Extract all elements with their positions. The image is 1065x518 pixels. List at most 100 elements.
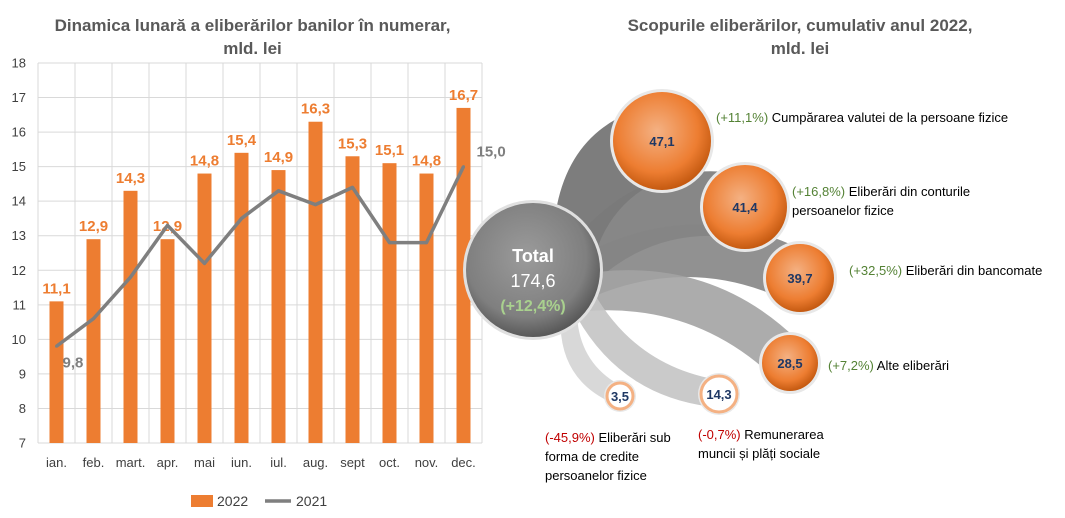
y-tick-label: 13 — [12, 228, 26, 243]
x-tick-label: mai — [194, 455, 215, 470]
y-tick-label: 18 — [12, 56, 26, 71]
x-tick-label: apr. — [157, 455, 179, 470]
x-tick-label: nov. — [415, 455, 439, 470]
bubble-category-label: muncii și plăți sociale — [698, 446, 820, 461]
x-tick-label: feb. — [83, 455, 105, 470]
x-tick-label: aug. — [303, 455, 328, 470]
line-point-2021 — [388, 241, 391, 245]
y-tick-label: 10 — [12, 332, 26, 347]
bar-value-label: 14,9 — [264, 149, 293, 166]
bar-2022 — [382, 163, 397, 443]
bubble-category-label: persoanelor fizice — [545, 468, 647, 483]
bubble-value: 14,3 — [706, 387, 731, 402]
bar-2022 — [308, 121, 323, 444]
connector-ribbon — [577, 292, 728, 407]
bubble-category-label: (+32,5%) Eliberări din bancomate — [849, 263, 1042, 278]
x-tick-label: mart. — [116, 455, 146, 470]
bar-value-label: 14,8 — [190, 153, 219, 170]
y-tick-label: 11 — [13, 297, 27, 312]
left-chart-title: Dinamica lunară a eliberărilor banilor î… — [20, 14, 485, 60]
y-tick-label: 16 — [12, 125, 26, 140]
bar-value-label: 14,3 — [116, 170, 145, 187]
line-point-2021 — [277, 189, 280, 193]
category-bubble — [605, 381, 635, 411]
bar-value-label: 15,4 — [227, 132, 257, 149]
bar-value-label: 14,8 — [412, 153, 441, 170]
total-change: (+12,4%) — [500, 298, 565, 315]
bar-value-label: 16,3 — [301, 101, 330, 118]
bar-2022 — [345, 156, 360, 444]
bubble-category-label: (+11,1%) Cumpărarea valutei de la persoa… — [716, 110, 1008, 125]
line-point-2021 — [351, 185, 354, 189]
y-tick-label: 14 — [12, 194, 26, 209]
y-tick-label: 12 — [12, 263, 26, 278]
bar-value-label: 15,3 — [338, 135, 367, 152]
connector-ribbon — [560, 316, 630, 403]
bar-2022 — [123, 190, 138, 443]
line-point-2021 — [240, 216, 243, 220]
legend-label-2022: 2022 — [217, 493, 248, 509]
bubble-value: 3,5 — [611, 389, 629, 404]
right-chart-title-line1: Scopurile eliberărilor, cumulativ anul 2… — [627, 16, 973, 35]
y-tick-label: 8 — [19, 401, 26, 416]
bar-2022 — [271, 170, 286, 443]
bar-value-label: 15,1 — [375, 142, 404, 159]
bar-value-label: 11,1 — [42, 280, 70, 297]
line-point-2021 — [462, 165, 465, 169]
x-tick-label: dec. — [451, 455, 476, 470]
monthly-cash-chart: 78910111213141516171811,112,914,312,914,… — [12, 56, 506, 471]
bubble-category-label: persoanelor fizice — [792, 203, 894, 218]
y-tick-label: 9 — [19, 366, 26, 381]
y-tick-label: 15 — [12, 159, 26, 174]
line-point-2021 — [425, 241, 428, 245]
bar-value-label: 16,7 — [449, 87, 478, 104]
line-point-2021 — [314, 203, 317, 207]
x-tick-label: ian. — [46, 455, 67, 470]
bar-2022 — [419, 173, 434, 443]
x-tick-label: iul. — [270, 455, 287, 470]
line-point-2021 — [203, 261, 206, 265]
line-point-2021 — [92, 317, 95, 321]
x-tick-label: oct. — [379, 455, 400, 470]
x-tick-label: iun. — [231, 455, 252, 470]
bubble-value: 47,1 — [649, 134, 674, 149]
line-point-2021 — [129, 275, 132, 279]
connector-ribbon — [585, 270, 799, 386]
right-chart-title-line2: mld. lei — [770, 39, 830, 58]
legend-label-2021: 2021 — [296, 493, 327, 509]
bubble-value: 41,4 — [732, 200, 758, 215]
bar-2022 — [197, 173, 212, 443]
category-bubble — [613, 92, 711, 190]
y-tick-label: 17 — [12, 90, 26, 105]
category-bubble — [703, 165, 787, 249]
line-point-2021 — [166, 223, 169, 227]
line-value-label: 15,0 — [477, 144, 506, 161]
legend-swatch-2022 — [191, 495, 213, 507]
bubble-category-label: (-45,9%) Eliberări sub — [545, 430, 671, 445]
total-circle — [466, 203, 600, 337]
bar-2022 — [160, 239, 175, 443]
bar-2022 — [49, 301, 64, 443]
bar-2022 — [234, 152, 249, 443]
total-label: Total — [512, 246, 554, 266]
x-tick-label: sept — [340, 455, 365, 470]
category-bubble — [699, 374, 739, 414]
line-point-2021 — [55, 344, 58, 348]
y-tick-label: 7 — [19, 436, 26, 451]
line-value-label: 9,8 — [63, 354, 84, 371]
total-value: 174,6 — [510, 271, 555, 291]
purposes-bubble-chart: Total 174,6 (+12,4%) 47,1 (+11,1%) Cumpărare… — [463, 89, 1042, 483]
chart-legend: 2022 2021 — [191, 493, 327, 509]
left-chart-title-line2: mld. lei — [223, 39, 282, 58]
bubble-value: 28,5 — [777, 356, 802, 371]
category-bubble — [762, 335, 818, 391]
bar-2022 — [86, 239, 101, 443]
bubble-value: 39,7 — [787, 271, 812, 286]
bubble-category-label: (-0,7%) Remunerarea — [698, 427, 824, 442]
bubble-category-label: forma de credite — [545, 449, 639, 464]
line-2021 — [55, 165, 466, 348]
bubble-category-label: (+16,8%) Eliberări din conturile — [792, 184, 970, 199]
left-chart-title-line1: Dinamica lunară a eliberărilor banilor î… — [54, 16, 451, 35]
category-bubble — [766, 244, 834, 312]
